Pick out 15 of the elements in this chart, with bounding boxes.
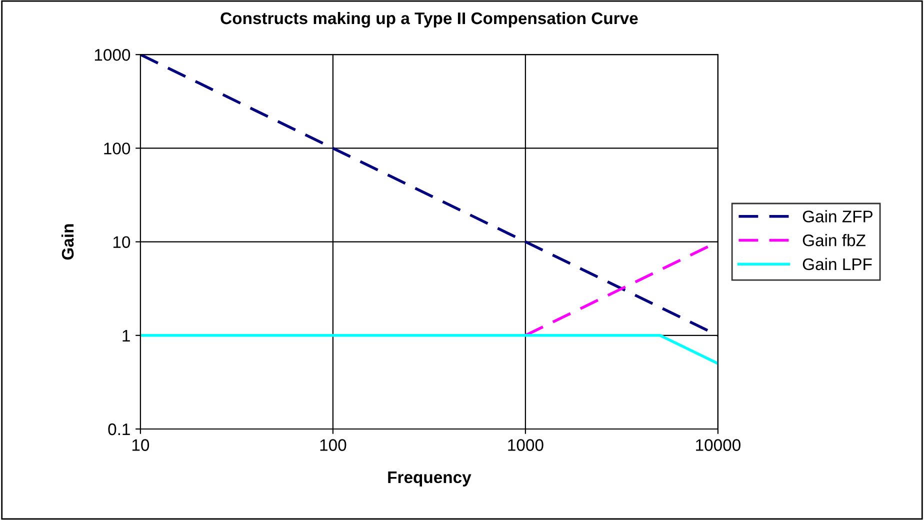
y-tick-label: 1000 [94,49,130,61]
legend-label: Gain LPF [802,258,872,270]
chart-title: Constructs making up a Type II Compensation Curve [220,12,638,28]
y-tick-label: 1 [122,330,130,342]
legend-label: Gain ZFP [802,210,872,222]
x-tick-label: 1000 [508,439,544,451]
x-tick-label: 100 [320,439,346,451]
x-axis-title: Frequency [388,472,472,486]
y-axis-title: Gain [61,224,74,260]
y-tick-label: 10 [113,236,130,248]
y-tick-label: 100 [104,142,130,154]
x-tick-label: 10 [132,439,150,451]
legend-label: Gain fbZ [802,234,866,246]
x-tick-label: 10000 [696,439,740,451]
y-tick-label: 0.1 [108,423,130,436]
